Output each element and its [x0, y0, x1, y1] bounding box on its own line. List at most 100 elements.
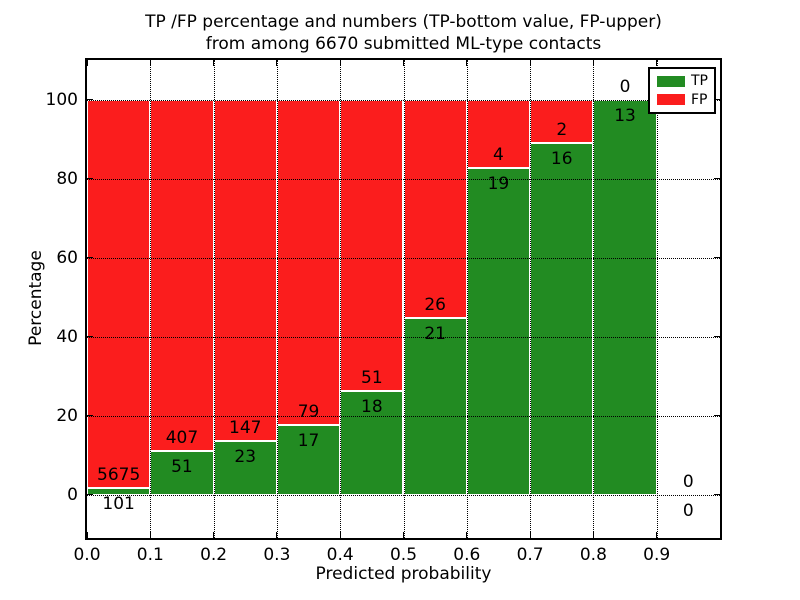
x-tick-label: 0.5: [389, 545, 418, 565]
x-tick-bottom: [529, 532, 531, 538]
x-tick-label: 0.9: [643, 545, 671, 565]
tp-bar: [276, 424, 341, 495]
y-tick-right: [714, 336, 720, 338]
fp-bar: [403, 99, 467, 319]
fp-count-label: 0: [619, 76, 631, 97]
gridline-vertical: [530, 60, 532, 538]
fp-bar: [150, 99, 214, 451]
gridline-vertical: [213, 60, 215, 538]
gridline-vertical: [656, 60, 658, 538]
fp-bar: [213, 99, 277, 442]
x-tick-top: [339, 60, 341, 66]
y-tick-left: [87, 257, 93, 259]
x-tick-top: [466, 60, 468, 66]
x-tick-label: 0.2: [200, 545, 228, 565]
legend-item-fp: FP: [650, 93, 714, 107]
x-tick-bottom: [403, 532, 404, 538]
y-tick-label: 60: [56, 247, 78, 268]
fp-bar: [340, 99, 404, 392]
x-tick-top: [213, 60, 215, 66]
y-tick-right: [714, 257, 720, 259]
x-tick-label: 0.3: [263, 545, 291, 565]
x-tick-bottom: [86, 532, 88, 538]
y-tick-left: [87, 336, 93, 338]
x-tick-bottom: [656, 532, 658, 538]
tp-bar: [340, 391, 404, 495]
tp-count-label: 18: [361, 397, 383, 418]
fp-count-label: 4: [493, 145, 504, 166]
x-tick-label: 0.1: [136, 545, 164, 565]
gridline-vertical: [340, 60, 342, 538]
tp-count-label: 51: [171, 456, 193, 477]
fp-count-label: 26: [424, 295, 446, 316]
x-tick-label: 0.0: [73, 545, 101, 565]
y-tick-right: [714, 494, 720, 496]
y-tick-label: 40: [56, 326, 78, 347]
x-tick-top: [86, 60, 88, 66]
y-tick-right: [714, 99, 720, 100]
fp-bar: [276, 99, 341, 425]
tp-bar: [150, 450, 214, 495]
y-tick-label: 80: [56, 168, 78, 189]
x-tick-label: 0.6: [453, 545, 481, 565]
fp-count-label: 2: [556, 120, 568, 141]
y-tick-left: [87, 494, 93, 496]
y-tick-right: [714, 178, 720, 179]
gridline-vertical: [403, 60, 405, 538]
tp-count-label: 16: [550, 149, 573, 170]
x-tick-bottom: [276, 532, 278, 538]
x-tick-bottom: [213, 532, 215, 538]
tp-count-label: 101: [102, 493, 135, 514]
x-tick-top: [403, 60, 404, 66]
y-tick-label: 100: [45, 89, 78, 110]
x-tick-top: [529, 60, 531, 66]
fp-count-label: 5675: [97, 464, 141, 485]
gridline-vertical: [276, 60, 278, 538]
gridline-vertical: [466, 60, 468, 538]
tp-bar: [466, 168, 531, 495]
x-tick-bottom: [466, 532, 468, 538]
x-tick-label: 0.4: [326, 545, 354, 565]
fp-count-label: 0: [682, 471, 694, 492]
fp-count-label: 147: [229, 418, 262, 439]
tp-count-label: 19: [487, 174, 510, 195]
tp-count-label: 23: [234, 447, 257, 468]
y-tick-label: 20: [56, 405, 78, 426]
y-tick-left: [87, 99, 93, 100]
y-tick-right: [714, 415, 720, 417]
legend-label-tp: TP: [691, 73, 708, 90]
tp-count-label: 17: [297, 430, 320, 451]
chart-title-line2: from among 6670 submitted ML-type contac…: [205, 34, 602, 54]
tp-count-label: 13: [614, 105, 636, 126]
tp-bar: [593, 99, 657, 495]
x-tick-bottom: [592, 532, 594, 538]
y-tick-left: [87, 178, 93, 179]
chart-title-line1: TP /FP percentage and numbers (TP-bottom…: [145, 12, 662, 32]
x-tick-label: 0.7: [516, 545, 544, 565]
plot-area: 5675 101 407 51 147 23 79 17 51 18 26 21 4 19 2 16 0 13 0 0: [85, 58, 722, 540]
x-tick-label: 0.8: [579, 545, 607, 565]
legend-item-tp: TP: [650, 74, 714, 88]
gridline-vertical: [593, 60, 595, 538]
y-axis-label: Percentage: [26, 250, 46, 346]
tp-swatch-icon: [657, 75, 685, 87]
tp-bar: [530, 143, 594, 495]
x-tick-top: [149, 60, 151, 66]
x-tick-bottom: [339, 532, 341, 538]
fp-bar: [87, 99, 151, 488]
legend: TP FP: [648, 67, 716, 114]
fp-swatch-icon: [657, 94, 685, 106]
x-tick-top: [592, 60, 594, 66]
x-tick-bottom: [149, 532, 151, 538]
x-tick-top: [656, 60, 658, 66]
legend-label-fp: FP: [691, 91, 708, 108]
tp-count-label: 21: [424, 324, 446, 345]
x-tick-top: [276, 60, 278, 66]
y-tick-left: [87, 415, 93, 417]
tp-count-label: 0: [682, 500, 694, 521]
tp-bar: [403, 318, 467, 495]
fp-count-label: 407: [165, 427, 199, 448]
fp-count-label: 51: [361, 368, 383, 389]
fp-count-label: 79: [297, 401, 320, 422]
